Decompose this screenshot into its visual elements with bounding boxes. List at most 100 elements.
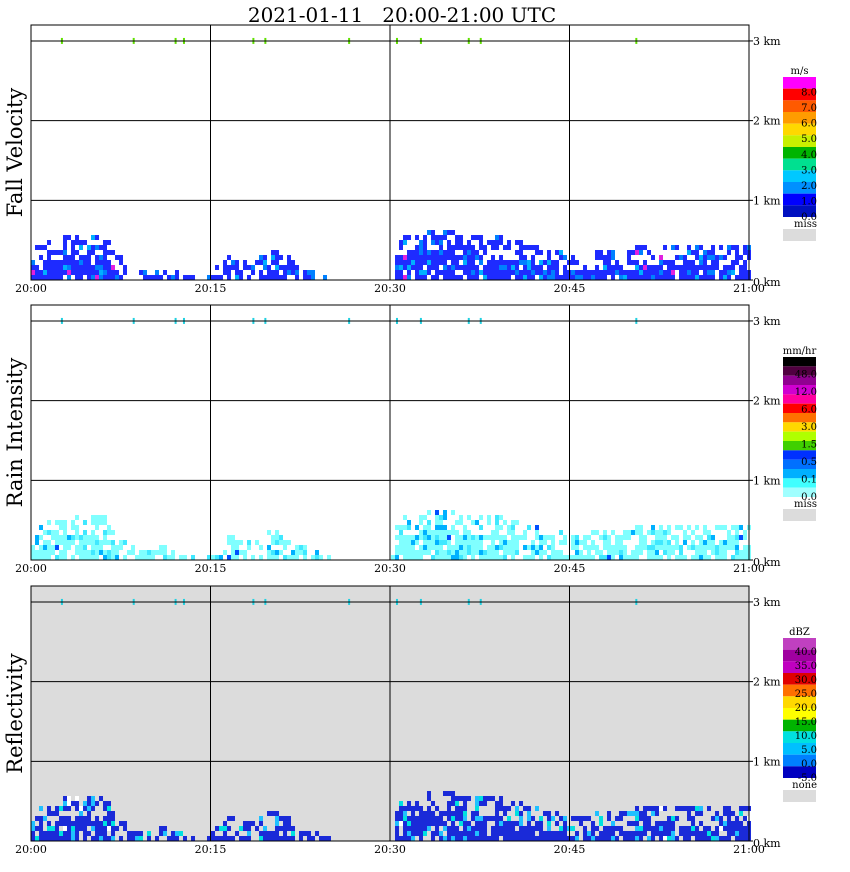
echo-cell [671, 245, 675, 250]
echo-cell [667, 836, 671, 841]
echo-cell [495, 826, 499, 831]
echo-cell [107, 525, 111, 530]
echo-cell [415, 831, 419, 836]
echo-cell [75, 235, 79, 240]
echo-cell [683, 255, 687, 260]
echo-cell [667, 831, 671, 836]
echo-cell [455, 550, 459, 555]
x-tick-label: 20:45 [554, 843, 586, 856]
echo-cell [91, 801, 95, 806]
echo-cell [59, 555, 63, 560]
echo-cell [467, 265, 471, 270]
echo-cell [535, 821, 539, 826]
echo-cell [51, 836, 55, 841]
echo-cell [651, 270, 655, 275]
echo-cell [479, 555, 483, 560]
echo-cell [467, 245, 471, 250]
echo-cell [659, 836, 663, 841]
echo-cell [423, 821, 427, 826]
echo-cell [467, 260, 471, 265]
echo-cell [651, 525, 655, 530]
echo-cell [715, 260, 719, 265]
echo-cell [479, 245, 483, 250]
echo-cell [419, 826, 423, 831]
echo-cell [95, 821, 99, 826]
echo-cell [151, 550, 155, 555]
echo-cell [183, 275, 187, 280]
echo-cell [631, 530, 635, 535]
echo-cell [563, 275, 567, 280]
echo-cell [699, 811, 703, 816]
echo-cell [739, 811, 743, 816]
echo-cell [287, 540, 291, 545]
echo-cell [423, 260, 427, 265]
echo-cell [271, 535, 275, 540]
echo-cell [291, 555, 295, 560]
echo-cell [527, 555, 531, 560]
echo-cell [523, 545, 527, 550]
echo-cell [239, 540, 243, 545]
echo-cell [735, 545, 739, 550]
echo-cell [35, 826, 39, 831]
echo-cell [535, 806, 539, 811]
echo-cell [475, 540, 479, 545]
echo-cell [655, 535, 659, 540]
echo-cell [119, 275, 123, 280]
echo-cell [443, 550, 447, 555]
echo-cell [507, 540, 511, 545]
echo-cell [643, 540, 647, 545]
echo-cell [483, 250, 487, 255]
echo-cell [511, 260, 515, 265]
echo-cell [79, 260, 83, 265]
echo-cell [83, 265, 87, 270]
echo-cell [87, 245, 91, 250]
echo-cell [279, 550, 283, 555]
echo-cell [143, 275, 147, 280]
echo-cell [455, 255, 459, 260]
echo-cell [615, 265, 619, 270]
echo-cell [687, 545, 691, 550]
echo-cell [91, 235, 95, 240]
echo-cell [539, 821, 543, 826]
legend-swatch [783, 375, 816, 385]
echo-cell [75, 250, 79, 255]
echo-cell [243, 826, 247, 831]
echo-cell [399, 801, 403, 806]
legend-label: 1.5 [801, 440, 817, 451]
echo-cell [723, 821, 727, 826]
echo-cell [599, 831, 603, 836]
echo-cell [647, 270, 651, 275]
echo-cell [691, 831, 695, 836]
echo-cell [431, 801, 435, 806]
legend-swatch [783, 661, 816, 673]
echo-cell [287, 816, 291, 821]
echo-cell [499, 275, 503, 280]
echo-cell [39, 245, 43, 250]
echo-cell [583, 816, 587, 821]
echo-cell [615, 270, 619, 275]
echo-cell [99, 260, 103, 265]
echo-cell [119, 260, 123, 265]
echo-cell [71, 265, 75, 270]
echo-cell [727, 836, 731, 841]
echo-cell [107, 801, 111, 806]
echo-cell [399, 260, 403, 265]
echo-cell [703, 831, 707, 836]
echo-cell [59, 270, 63, 275]
echo-cell [527, 260, 531, 265]
echo-cell [499, 555, 503, 560]
echo-cell [87, 260, 91, 265]
echo-cell [167, 836, 171, 841]
echo-cell [431, 535, 435, 540]
echo-cell [55, 555, 59, 560]
echo-cell [683, 270, 687, 275]
echo-cell [447, 831, 451, 836]
echo-cell [475, 270, 479, 275]
echo-cell [467, 821, 471, 826]
panel-ylabel: Reflectivity [3, 653, 27, 774]
echo-cell [675, 245, 679, 250]
echo-cell [447, 540, 451, 545]
echo-cell [643, 821, 647, 826]
echo-cell [643, 831, 647, 836]
echo-cell [483, 836, 487, 841]
